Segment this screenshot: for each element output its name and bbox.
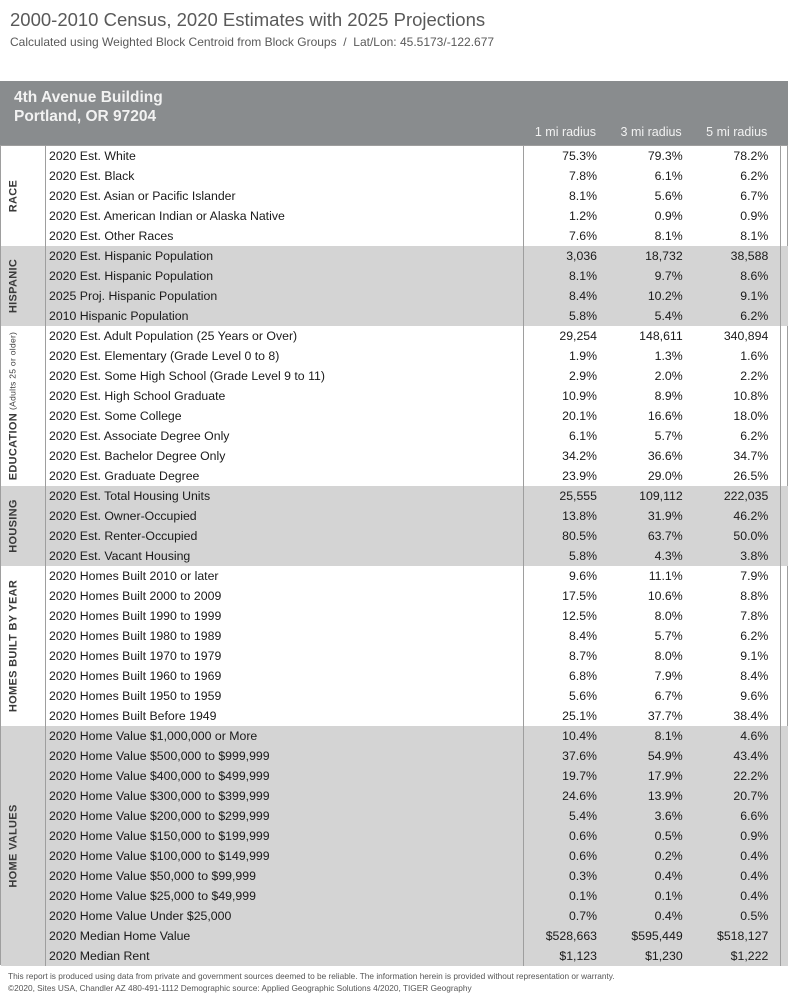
svg-text:HISPANIC: HISPANIC — [7, 258, 19, 312]
svg-text:HOME VALUES: HOME VALUES — [7, 804, 19, 887]
svg-text:HOMES BUILT BY YEAR: HOMES BUILT BY YEAR — [7, 579, 19, 711]
svg-text:RACE: RACE — [7, 179, 19, 211]
svg-text:HOUSING: HOUSING — [7, 499, 19, 552]
svg-text:EDUCATION(Adults 25 or older): EDUCATION(Adults 25 or older) — [7, 331, 19, 480]
